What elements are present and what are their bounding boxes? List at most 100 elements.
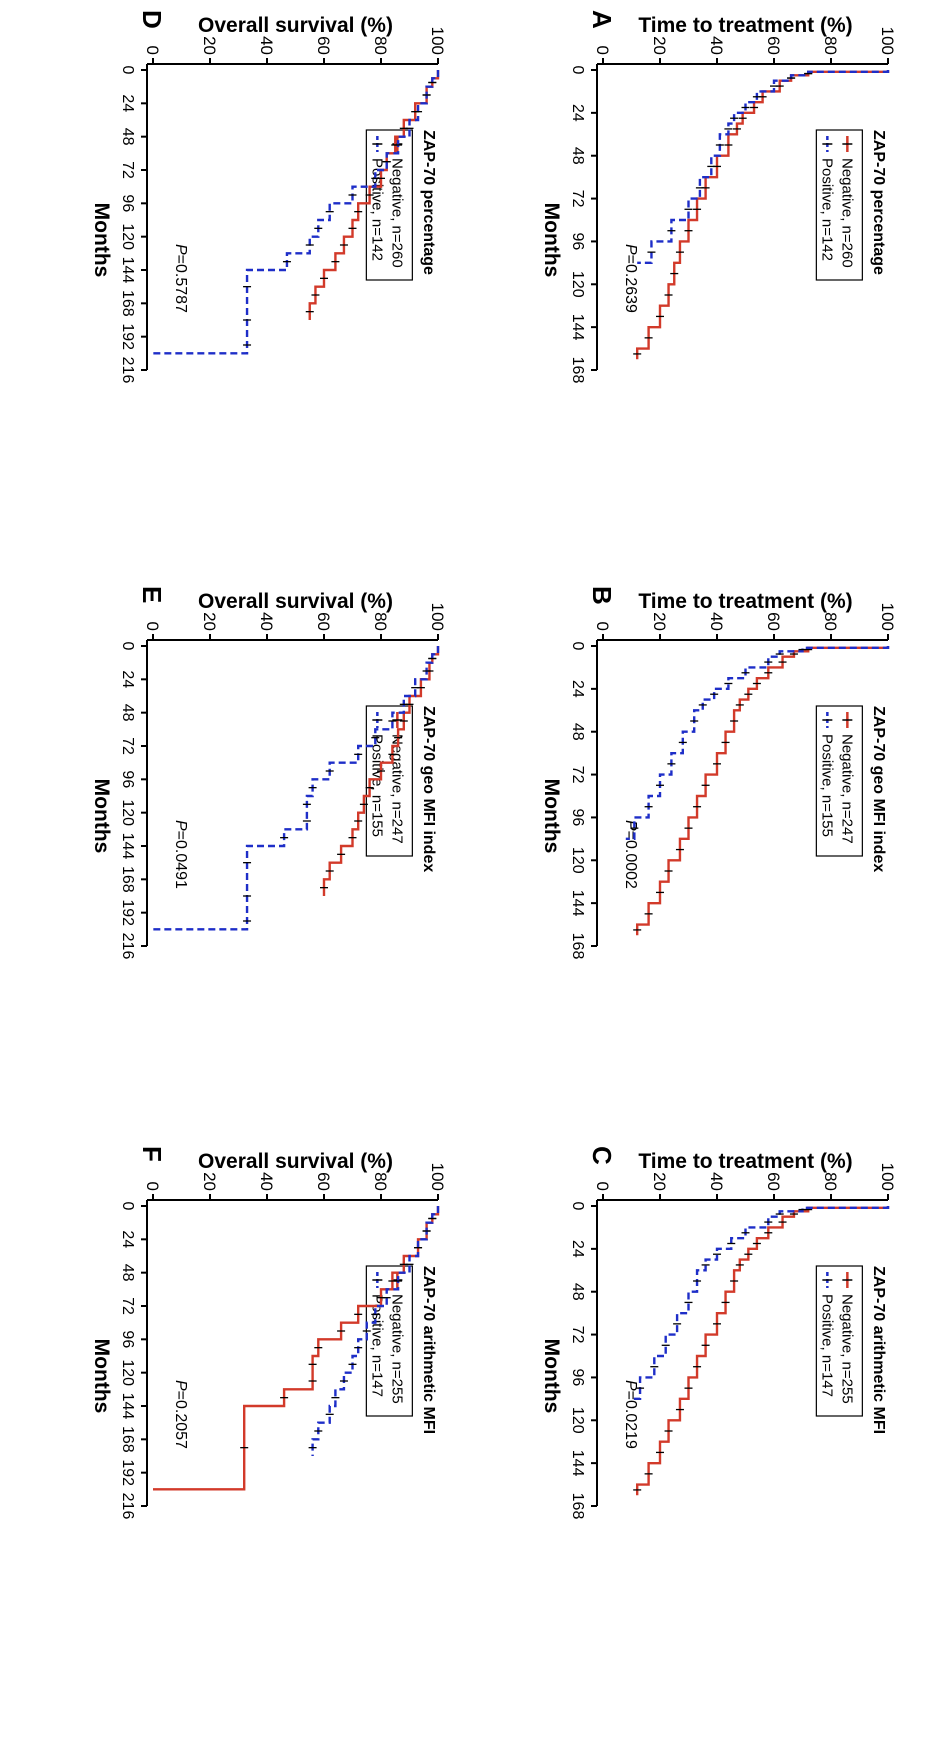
y-tick-label: 40 xyxy=(257,36,276,55)
x-tick-label: 0 xyxy=(119,642,136,651)
panel-letter: B xyxy=(587,586,617,605)
x-tick-label: 72 xyxy=(119,1297,136,1315)
x-tick-label: 192 xyxy=(119,899,136,926)
x-axis-label: Months xyxy=(540,203,563,278)
y-tick-label: 80 xyxy=(821,1172,840,1191)
panel-letter: E xyxy=(137,586,167,603)
legend-box xyxy=(365,129,413,281)
x-axis-label: Months xyxy=(90,203,113,278)
y-tick-label: 60 xyxy=(314,1172,333,1191)
chart-title: ZAP-70 arithmetic MFI xyxy=(420,1266,437,1434)
x-tick-label: 48 xyxy=(119,1264,136,1282)
x-tick-label: 144 xyxy=(119,1393,136,1420)
y-tick-label: 0 xyxy=(593,622,612,631)
x-tick-label: 0 xyxy=(569,642,586,651)
series-curve-positive xyxy=(637,70,890,265)
x-tick-label: 48 xyxy=(119,128,136,146)
y-tick-label: 60 xyxy=(764,1172,783,1191)
x-tick-label: 216 xyxy=(119,933,136,960)
y-tick-label: 40 xyxy=(707,1172,726,1191)
p-symbol: P xyxy=(622,820,639,831)
chart-title: ZAP-70 geo MFI index xyxy=(870,706,887,872)
legend-label: Negative, n=260 xyxy=(838,158,855,268)
x-tick-label: 192 xyxy=(119,1459,136,1486)
legend-box xyxy=(365,705,413,857)
chart-title: ZAP-70 arithmetic MFI xyxy=(870,1266,887,1434)
legend-label: Negative, n=255 xyxy=(388,1294,405,1404)
x-tick-label: 120 xyxy=(569,847,586,874)
panel-letter: A xyxy=(587,10,617,29)
x-tick-label: 0 xyxy=(119,1202,136,1211)
legend-box xyxy=(815,1265,863,1417)
x-tick-label: 144 xyxy=(569,1450,586,1477)
panel-letter: F xyxy=(137,1146,167,1162)
p-value: P=0.2639 xyxy=(622,244,639,313)
x-tick-label: 144 xyxy=(569,314,586,341)
x-tick-label: 216 xyxy=(119,357,136,384)
x-tick-label: 24 xyxy=(569,1240,586,1258)
panel-f: F Overall survival (%) 0 20 40 60 80 100 0 24 48 72… xyxy=(90,1146,447,1519)
y-tick-label: 60 xyxy=(764,36,783,55)
x-tick-label: 24 xyxy=(119,94,136,112)
x-tick-label: 48 xyxy=(569,1283,586,1301)
x-tick-label: 96 xyxy=(119,194,136,212)
x-tick-label: 120 xyxy=(569,271,586,298)
chart-title: ZAP-70 geo MFI index xyxy=(420,706,437,872)
series-curve-positive xyxy=(311,1206,440,1456)
y-tick-label: 60 xyxy=(314,612,333,631)
x-tick-label: 120 xyxy=(119,223,136,250)
y-tick-label: 0 xyxy=(593,1182,612,1191)
p-value-text: =0.2639 xyxy=(622,255,639,313)
p-value: P=0.0219 xyxy=(622,1380,639,1449)
legend-label: Positive, n=147 xyxy=(368,1294,385,1397)
y-tick-label: 100 xyxy=(878,27,897,55)
x-tick-label: 96 xyxy=(119,770,136,788)
y-tick-label: 40 xyxy=(257,612,276,631)
legend-label: Positive, n=142 xyxy=(368,158,385,261)
x-tick-label: 72 xyxy=(119,161,136,179)
x-tick-label: 144 xyxy=(569,890,586,917)
panel-b: B Time to treatment (%) 0 20 40 60 80 100 0 24 48 7… xyxy=(540,586,897,959)
series-curve-positive xyxy=(153,70,440,355)
panel-d: D Overall survival (%) 0 20 40 60 80 100 0 24 48 72… xyxy=(90,10,447,383)
p-value: P=0.0491 xyxy=(172,820,189,889)
x-axis-label: Months xyxy=(90,1339,113,1414)
x-tick-label: 24 xyxy=(119,1230,136,1248)
panel-a: A Time to treatment (%) 0 20 40 60 80 100 0 24 48 7… xyxy=(540,10,897,383)
legend-label: Negative, n=255 xyxy=(838,1294,855,1404)
x-tick-label: 48 xyxy=(119,704,136,722)
x-tick-label: 168 xyxy=(569,357,586,384)
y-tick-label: 20 xyxy=(650,612,669,631)
y-tick-label: 80 xyxy=(821,612,840,631)
x-tick-label: 96 xyxy=(569,1369,586,1387)
legend-label: Negative, n=247 xyxy=(838,734,855,844)
p-value-text: =0.0002 xyxy=(622,831,639,889)
x-tick-label: 72 xyxy=(569,190,586,208)
y-tick-label: 80 xyxy=(371,36,390,55)
y-tick-label: 80 xyxy=(371,1172,390,1191)
y-axis-label: Time to treatment (%) xyxy=(638,590,852,613)
y-axis-label: Time to treatment (%) xyxy=(638,1150,852,1173)
chart-title: ZAP-70 percentage xyxy=(420,130,437,275)
y-tick-label: 20 xyxy=(200,36,219,55)
x-tick-label: 120 xyxy=(119,1359,136,1386)
y-tick-label: 100 xyxy=(428,603,447,631)
p-value: P=0.0002 xyxy=(622,820,639,889)
legend-label: Positive, n=155 xyxy=(368,734,385,837)
y-axis-label: Overall survival (%) xyxy=(198,14,393,37)
p-value-text: =0.5787 xyxy=(172,255,189,313)
x-tick-label: 24 xyxy=(569,104,586,122)
x-tick-label: 96 xyxy=(119,1330,136,1348)
x-tick-label: 120 xyxy=(119,799,136,826)
legend-box xyxy=(365,1265,413,1417)
x-tick-label: 168 xyxy=(119,866,136,893)
y-tick-label: 0 xyxy=(143,1182,162,1191)
x-axis-label: Months xyxy=(90,779,113,854)
series-curve-negative xyxy=(322,646,440,896)
y-tick-label: 80 xyxy=(371,612,390,631)
y-tick-label: 20 xyxy=(650,1172,669,1191)
x-tick-label: 0 xyxy=(119,66,136,75)
p-symbol: P xyxy=(172,1380,189,1391)
x-tick-label: 0 xyxy=(569,66,586,75)
y-tick-label: 100 xyxy=(878,1163,897,1191)
